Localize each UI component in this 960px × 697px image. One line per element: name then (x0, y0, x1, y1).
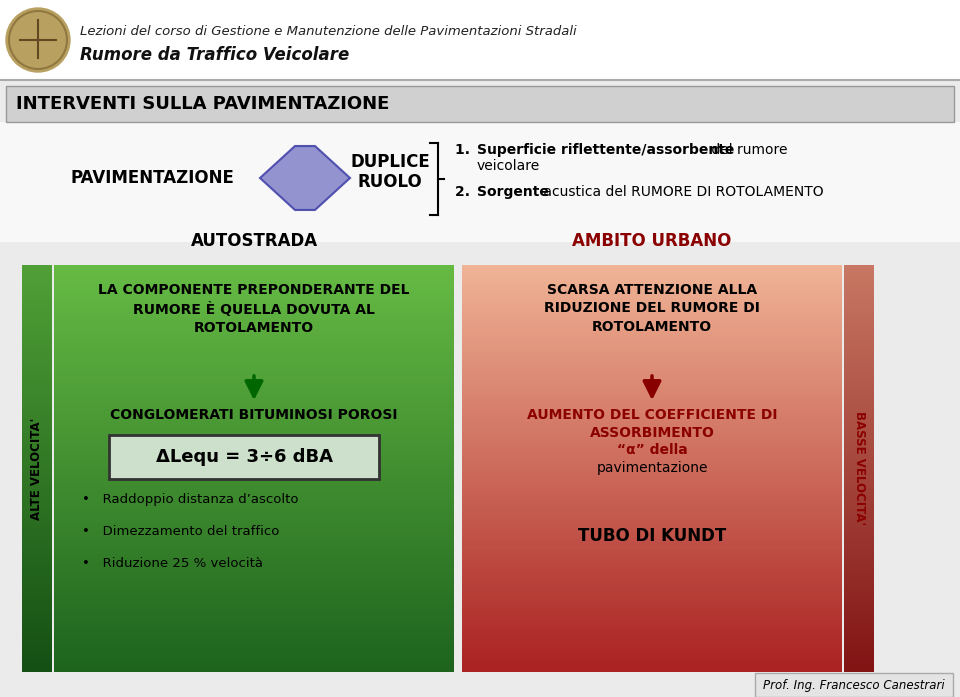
Text: CONGLOMERATI BITUMINOSI POROSI: CONGLOMERATI BITUMINOSI POROSI (110, 408, 397, 422)
FancyBboxPatch shape (755, 673, 953, 697)
Text: •   Raddoppio distanza d’ascolto: • Raddoppio distanza d’ascolto (82, 493, 299, 506)
Text: TUBO DI KUNDT: TUBO DI KUNDT (578, 527, 726, 545)
Bar (0, 122, 960, 242)
FancyBboxPatch shape (6, 86, 954, 122)
Text: LA COMPONENTE PREPONDERANTE DEL
RUMORE È QUELLA DOVUTA AL
ROTOLAMENTO: LA COMPONENTE PREPONDERANTE DEL RUMORE È… (98, 283, 410, 335)
Text: 1.: 1. (455, 143, 480, 157)
Text: 2.: 2. (455, 185, 480, 199)
Text: AUTOSTRADA: AUTOSTRADA (190, 232, 318, 250)
Text: INTERVENTI SULLA PAVIMENTAZIONE: INTERVENTI SULLA PAVIMENTAZIONE (16, 95, 390, 113)
FancyBboxPatch shape (109, 435, 379, 479)
Polygon shape (260, 146, 350, 210)
Text: Superficie riflettente/assorbente: Superficie riflettente/assorbente (477, 143, 734, 157)
Text: PAVIMENTAZIONE: PAVIMENTAZIONE (70, 169, 234, 187)
Bar (0, 0, 960, 80)
Text: DUPLICE
RUOLO: DUPLICE RUOLO (350, 153, 430, 192)
Text: veicolare: veicolare (477, 159, 540, 173)
Circle shape (6, 8, 70, 72)
Text: AMBITO URBANO: AMBITO URBANO (572, 232, 732, 250)
Text: pavimentazione: pavimentazione (596, 461, 708, 475)
Text: ALTE VELOCITA': ALTE VELOCITA' (31, 418, 43, 520)
Text: “α” della: “α” della (616, 443, 687, 457)
Text: •   Riduzione 25 % velocità: • Riduzione 25 % velocità (82, 557, 263, 570)
Text: Sorgente: Sorgente (477, 185, 549, 199)
Text: Rumore da Traffico Veicolare: Rumore da Traffico Veicolare (80, 46, 349, 64)
Text: AUMENTO DEL COEFFICIENTE DI
ASSORBIMENTO: AUMENTO DEL COEFFICIENTE DI ASSORBIMENTO (527, 408, 778, 441)
Text: Lezioni del corso di Gestione e Manutenzione delle Pavimentazioni Stradali: Lezioni del corso di Gestione e Manutenz… (80, 25, 577, 38)
Text: ΔLequ = 3÷6 dBA: ΔLequ = 3÷6 dBA (156, 448, 332, 466)
Text: •   Dimezzamento del traffico: • Dimezzamento del traffico (82, 525, 279, 538)
Text: Prof. Ing. Francesco Canestrari: Prof. Ing. Francesco Canestrari (763, 678, 945, 691)
Text: acustica del RUMORE DI ROTOLAMENTO: acustica del RUMORE DI ROTOLAMENTO (539, 185, 824, 199)
Text: del rumore: del rumore (707, 143, 787, 157)
Text: SCARSA ATTENZIONE ALLA
RIDUZIONE DEL RUMORE DI
ROTOLAMENTO: SCARSA ATTENZIONE ALLA RIDUZIONE DEL RUM… (544, 283, 760, 334)
Text: BASSE VELOCITA': BASSE VELOCITA' (852, 411, 866, 526)
